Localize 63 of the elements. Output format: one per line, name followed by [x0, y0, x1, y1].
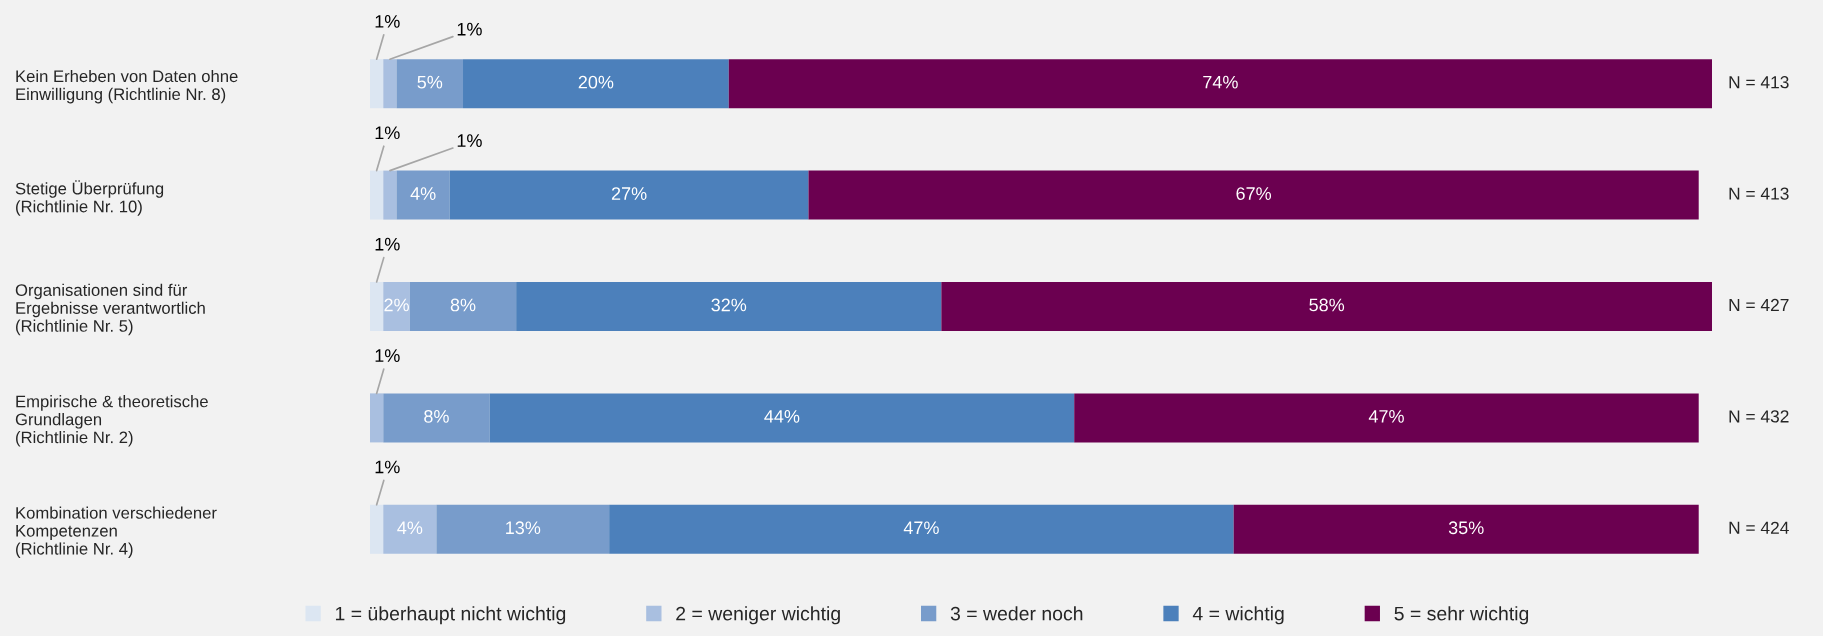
data-label: 13% — [506, 521, 541, 535]
data-label: 58% — [1309, 298, 1345, 312]
bar — [808, 170, 1699, 220]
bar — [396, 170, 450, 220]
data-label: 4% — [410, 187, 436, 200]
bar — [370, 281, 384, 332]
bar — [409, 281, 517, 332]
bar — [370, 59, 384, 109]
data-label: 5% — [417, 75, 443, 89]
bar — [383, 504, 437, 554]
data-label: 47% — [1368, 410, 1404, 423]
y-tick-label: Organisationen sind für Ergebnisse verantwortlich (Richtlinie Nr. 5) — [15, 283, 205, 336]
bar — [383, 170, 397, 220]
legend-label: 2 = weniger wichtig — [676, 606, 840, 625]
legend-label: 1 = überhaupt nicht wichtig — [335, 606, 566, 625]
data-label: 67% — [1236, 187, 1272, 200]
data-label: 1% — [457, 134, 482, 147]
data-label: 1% — [375, 15, 400, 28]
data-label: 8% — [450, 298, 476, 312]
data-label: 27% — [611, 187, 647, 200]
data-label: 1% — [375, 126, 400, 140]
data-label: 2% — [384, 298, 409, 312]
bar — [383, 59, 397, 109]
bar — [1233, 504, 1699, 554]
bar — [436, 504, 610, 554]
data-label: 44% — [764, 410, 800, 423]
y-tick-label: Kombination verschiedener Kompetenzen (Richtlinie Nr. 4) — [16, 506, 217, 558]
data-label: 35% — [1448, 521, 1484, 535]
bar — [516, 281, 942, 332]
data-label: 32% — [711, 298, 747, 312]
data-label: 1% — [375, 349, 400, 362]
data-label: 4% — [397, 521, 423, 535]
bar — [728, 59, 1712, 109]
data-label: 74% — [1203, 75, 1238, 89]
data-label: 20% — [578, 75, 614, 89]
bar — [609, 504, 1234, 554]
data-label: 1% — [375, 237, 400, 251]
text: N = 413 — [1729, 76, 1789, 89]
data-label: 47% — [903, 521, 939, 535]
bar — [941, 281, 1712, 332]
legend-label: 5 = sehr wichtig — [1394, 606, 1529, 625]
bar — [383, 281, 410, 332]
bar — [449, 170, 809, 220]
bar — [396, 59, 464, 109]
text: N = 424 — [1729, 521, 1789, 534]
bar — [370, 393, 384, 443]
y-tick-label: Kein Erheben von Daten ohne Einwilligung (Richtlinie Nr. 8) — [16, 69, 238, 104]
y-tick-label: Empirische & theoretische Grundlagen (Richtlinie Nr. 2) — [15, 395, 208, 447]
data-label: 8% — [424, 409, 449, 423]
text: N = 427 — [1729, 298, 1789, 311]
data-label: 1% — [457, 22, 482, 36]
legend-label: 3 = weder noch — [950, 606, 1083, 621]
text: N = 432 — [1729, 410, 1789, 423]
bar — [370, 170, 384, 220]
bar — [463, 59, 729, 109]
y-tick-label: Stetige Überprüfung (Richtlinie Nr. 10) — [15, 180, 164, 216]
bar — [1074, 393, 1699, 443]
bar — [370, 504, 384, 554]
legend-label: 4 = wichtig — [1192, 606, 1284, 625]
data-label: 1% — [375, 460, 400, 474]
bar — [383, 393, 490, 443]
text: N = 413 — [1729, 187, 1789, 200]
bar — [489, 393, 1075, 443]
